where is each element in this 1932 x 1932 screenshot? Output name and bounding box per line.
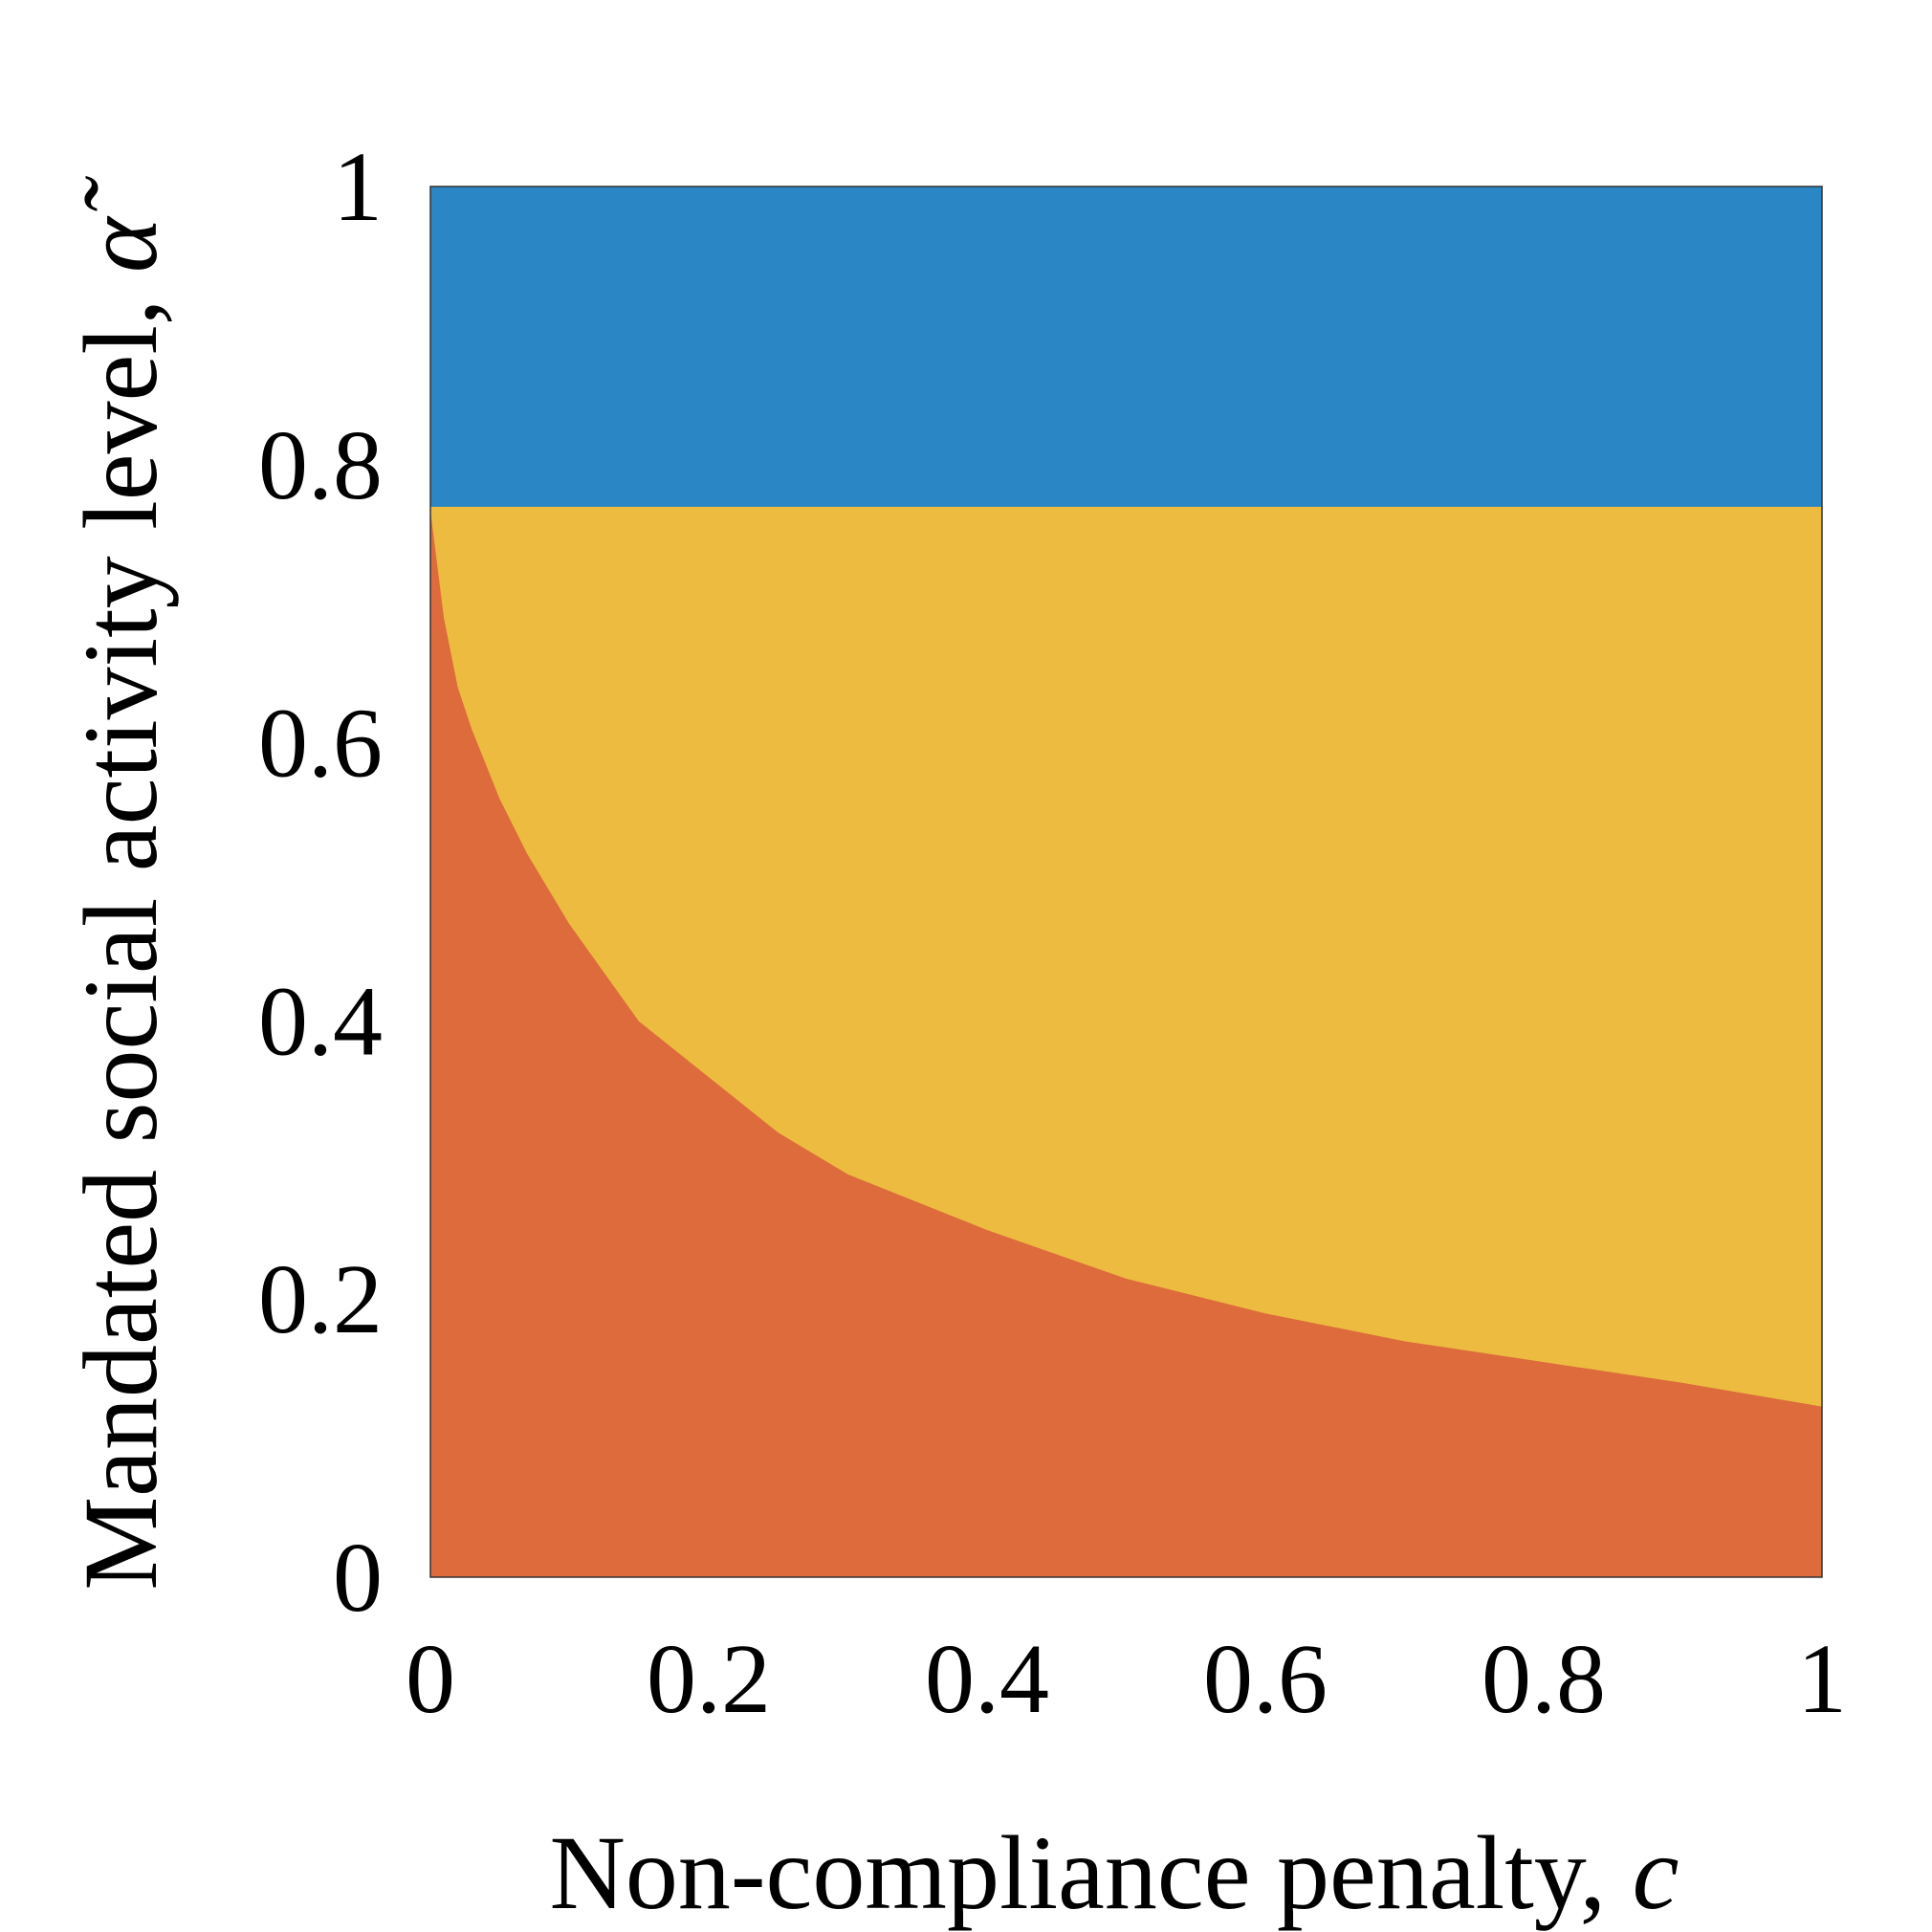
- y-tick-label: 0: [333, 1523, 383, 1633]
- y-tick-labels: 0 0.2 0.4 0.6 0.8 1: [258, 132, 383, 1633]
- x-tick-label: 0.8: [1482, 1624, 1606, 1734]
- x-axis-title-text: Non-compliance penalty,: [549, 1814, 1632, 1931]
- x-tick-label: 0.6: [1203, 1624, 1328, 1734]
- y-axis-title-text: Mandated social activity level,: [62, 273, 179, 1591]
- y-tick-label: 0.8: [258, 410, 383, 520]
- x-tick-labels: 0 0.2 0.4 0.6 0.8 1: [406, 1624, 1847, 1734]
- region-middle: [429, 505, 1823, 1407]
- y-tick-label: 1: [333, 132, 383, 242]
- y-tick-label: 0.6: [258, 689, 383, 799]
- plot-frame: [429, 186, 1823, 1578]
- x-tick-label: 1: [1797, 1624, 1847, 1734]
- x-axis-title-variable: c: [1633, 1814, 1680, 1931]
- chart-regions: [429, 186, 1823, 1578]
- x-axis-title: Non-compliance penalty, c: [549, 1814, 1679, 1931]
- x-tick-label: 0.4: [925, 1624, 1049, 1734]
- x-tick-label: 0.2: [647, 1624, 771, 1734]
- y-tick-label: 0.2: [258, 1244, 383, 1354]
- y-axis-title-variable: α̃: [62, 175, 179, 273]
- region-top: [429, 186, 1823, 507]
- y-tick-label: 0.4: [258, 966, 383, 1076]
- x-tick-label: 0: [406, 1624, 455, 1734]
- y-axis-title: Mandated social activity level, α̃: [62, 175, 179, 1590]
